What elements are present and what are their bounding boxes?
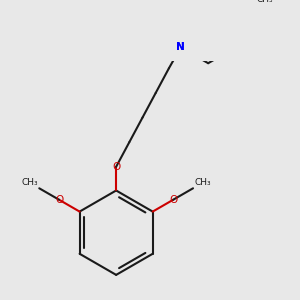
Text: O: O: [169, 195, 177, 205]
Text: N: N: [176, 42, 185, 52]
Text: CH₃: CH₃: [256, 0, 273, 4]
Text: O: O: [55, 195, 63, 205]
Text: N: N: [176, 42, 185, 52]
Text: O: O: [112, 162, 120, 172]
Text: CH₃: CH₃: [21, 178, 38, 187]
Text: CH₃: CH₃: [195, 178, 211, 187]
